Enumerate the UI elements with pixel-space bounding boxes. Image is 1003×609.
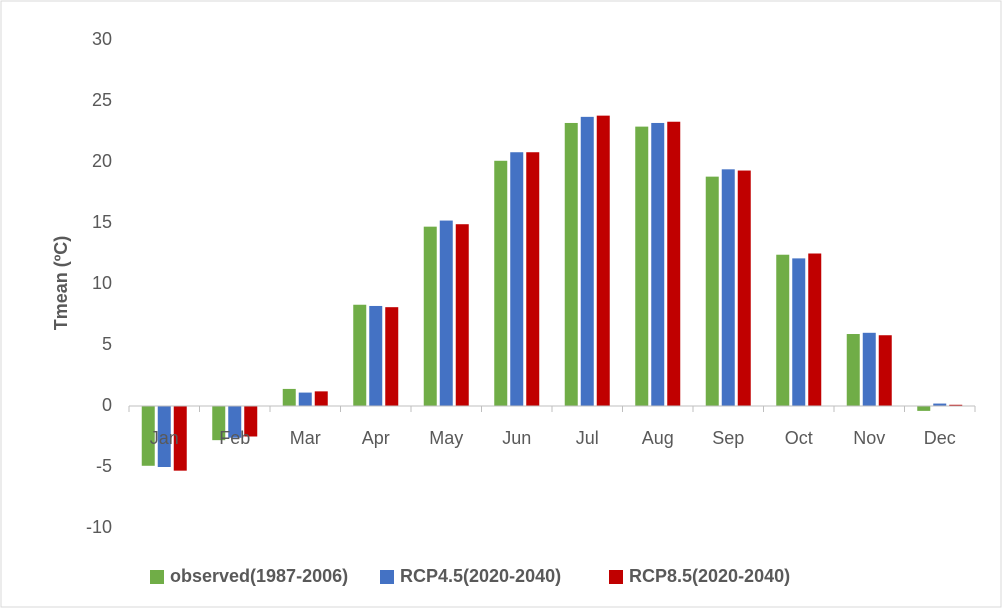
y-tick-label: 10 bbox=[92, 273, 112, 293]
y-axis-label: Tmean (ºC) bbox=[51, 236, 71, 331]
y-tick-label: 0 bbox=[102, 395, 112, 415]
x-tick-label: Nov bbox=[853, 428, 885, 448]
bar bbox=[737, 170, 751, 406]
bar bbox=[353, 304, 367, 406]
bar bbox=[244, 406, 258, 437]
y-tick-label: 25 bbox=[92, 90, 112, 110]
bar bbox=[792, 258, 806, 406]
bar bbox=[705, 176, 719, 406]
bar bbox=[423, 226, 437, 406]
y-tick-label: -5 bbox=[96, 456, 112, 476]
bar bbox=[141, 406, 155, 466]
bar bbox=[298, 392, 312, 406]
bar bbox=[228, 406, 242, 438]
bar bbox=[510, 152, 524, 406]
bar bbox=[596, 115, 610, 406]
bar bbox=[721, 169, 735, 406]
bar bbox=[808, 253, 822, 406]
bar bbox=[776, 254, 790, 406]
x-tick-label: Mar bbox=[290, 428, 321, 448]
bar bbox=[917, 406, 931, 411]
bar bbox=[580, 116, 594, 407]
bar bbox=[369, 305, 383, 406]
bar bbox=[494, 160, 508, 406]
bar bbox=[635, 126, 649, 407]
y-tick-label: 30 bbox=[92, 29, 112, 49]
x-tick-label: Jun bbox=[502, 428, 531, 448]
bar bbox=[564, 122, 578, 407]
bar bbox=[212, 406, 226, 441]
legend-label: RCP8.5(2020-2040) bbox=[629, 566, 790, 586]
bar bbox=[157, 406, 171, 467]
legend-label: observed(1987-2006) bbox=[170, 566, 348, 586]
y-tick-label: 15 bbox=[92, 212, 112, 232]
x-tick-label: Apr bbox=[362, 428, 390, 448]
bar bbox=[846, 334, 860, 406]
bar bbox=[282, 388, 296, 406]
x-tick-label: Sep bbox=[712, 428, 744, 448]
bar bbox=[526, 152, 540, 406]
bar bbox=[455, 224, 469, 406]
x-tick-label: Aug bbox=[642, 428, 674, 448]
x-tick-label: May bbox=[429, 428, 463, 448]
bar bbox=[439, 220, 453, 406]
x-tick-label: Dec bbox=[924, 428, 956, 448]
x-tick-label: Feb bbox=[219, 428, 250, 448]
legend-label: RCP4.5(2020-2040) bbox=[400, 566, 561, 586]
bar bbox=[651, 122, 665, 407]
bar bbox=[667, 121, 681, 407]
x-tick-label: Jul bbox=[576, 428, 599, 448]
bar bbox=[949, 404, 963, 406]
bar bbox=[933, 403, 947, 406]
bar bbox=[862, 332, 876, 406]
x-tick-label: Jan bbox=[150, 428, 179, 448]
legend-swatch bbox=[150, 570, 164, 584]
bar bbox=[314, 391, 328, 406]
bar bbox=[385, 307, 399, 406]
bar bbox=[878, 335, 892, 406]
y-tick-label: 5 bbox=[102, 334, 112, 354]
bar bbox=[173, 406, 187, 471]
x-tick-label: Oct bbox=[785, 428, 813, 448]
legend-swatch bbox=[380, 570, 394, 584]
y-tick-label: -10 bbox=[86, 517, 112, 537]
y-tick-label: 20 bbox=[92, 151, 112, 171]
legend-swatch bbox=[609, 570, 623, 584]
